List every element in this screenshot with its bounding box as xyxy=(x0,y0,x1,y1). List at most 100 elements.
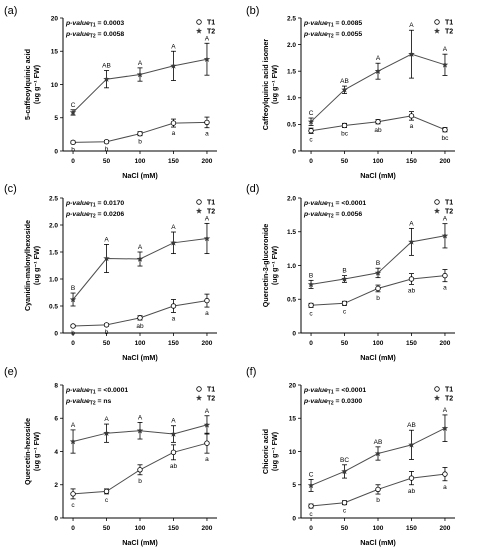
y-tick-label: 0 xyxy=(54,330,58,337)
x-tick-label: 200 xyxy=(440,340,451,347)
significance-letter-t1: bc xyxy=(442,135,450,142)
significance-letter-t1: c xyxy=(343,308,347,315)
data-point-t2 xyxy=(307,482,315,489)
significance-letter-t2: BC xyxy=(340,457,349,464)
data-point-t2 xyxy=(170,239,177,246)
y-tick-label: 0 xyxy=(54,148,58,155)
series-t1: b b b a a xyxy=(70,116,210,154)
x-tick-label: 50 xyxy=(103,525,111,532)
significance-letter-t1: b xyxy=(138,139,142,146)
data-point-t2 xyxy=(69,296,77,303)
y-tick-label: 2.0 xyxy=(287,42,296,49)
x-tick-label: 0 xyxy=(309,340,313,347)
x-tick-label: 100 xyxy=(373,158,384,165)
significance-letter-t2: A xyxy=(138,60,143,67)
series-t1: b b ab a a xyxy=(70,293,210,337)
chart-panel: (d) 0 0.5 1.0 1.5 2.0 0 50 100 150 200 NaCl (mM) Que… xyxy=(246,183,455,362)
x-axis-title: NaCl (mM) xyxy=(122,353,158,362)
legend-t2-marker xyxy=(433,27,441,34)
significance-letter-t1: a xyxy=(172,315,176,322)
data-point-t2 xyxy=(341,86,348,93)
y-tick-label: 20 xyxy=(51,15,59,22)
y-tick-label: 0 xyxy=(292,148,296,155)
y-tick-label: 6 xyxy=(54,416,58,423)
chart-panel: (b) 0 0.5 1.0 1.5 2.0 2.5 0 50 100 150 200 NaCl (mM)… xyxy=(246,5,455,180)
data-point-t2 xyxy=(341,275,348,282)
data-point-t1 xyxy=(442,471,448,477)
data-point-t1 xyxy=(137,467,143,473)
y-tick-label: 1.5 xyxy=(287,69,296,76)
p-value-t2: p-valueT2 = 0.0058 xyxy=(65,31,124,40)
significance-letter-t2: B xyxy=(342,268,346,275)
series-t2: C AB A A A xyxy=(69,35,211,116)
data-point-t1 xyxy=(442,272,448,279)
data-point-t2 xyxy=(203,235,211,242)
significance-letter-t2: AB xyxy=(102,63,111,70)
x-axis-title: NaCl (mM) xyxy=(360,538,396,547)
y-axis-unit: (ug g⁻¹ FW) xyxy=(270,245,279,285)
data-point-t2 xyxy=(408,238,415,245)
legend-t1-marker xyxy=(434,199,440,205)
p-value-t1: p-valueT1 = <0.0001 xyxy=(65,387,128,396)
x-tick-label: 200 xyxy=(202,158,213,165)
data-point-t2 xyxy=(307,281,315,288)
data-point-t1 xyxy=(408,276,415,282)
y-tick-label: 0.5 xyxy=(287,297,296,304)
y-tick-label: 8 xyxy=(54,382,58,389)
data-point-t2 xyxy=(374,450,382,457)
significance-letter-t2: C xyxy=(309,110,314,117)
x-axis-title: NaCl (mM) xyxy=(122,538,158,547)
significance-letter-t1: ab xyxy=(170,463,178,470)
y-axis-title: Quercetin-3-glucoronide xyxy=(261,224,270,307)
data-point-t1 xyxy=(170,303,177,309)
significance-letter-t1: b xyxy=(376,497,380,504)
x-tick-label: 150 xyxy=(406,525,417,532)
x-tick-label: 150 xyxy=(168,525,179,532)
significance-letter-t1: b xyxy=(105,146,109,153)
series-t1: c bc ab a bc xyxy=(308,111,450,143)
x-tick-label: 100 xyxy=(135,158,146,165)
x-tick-label: 200 xyxy=(440,158,451,165)
panel-label: (e) xyxy=(4,366,17,378)
data-point-t2 xyxy=(136,71,144,78)
series-t2: C BC AB AB A xyxy=(307,407,449,492)
y-tick-label: 5 xyxy=(292,482,296,489)
p-value-t1: p-valueT1 = 0.0085 xyxy=(303,20,362,29)
data-point-t2 xyxy=(408,50,415,57)
data-point-t1 xyxy=(103,138,110,145)
x-axis-title: NaCl (mM) xyxy=(360,171,396,180)
x-tick-label: 150 xyxy=(406,158,417,165)
significance-letter-t1: b xyxy=(71,147,75,154)
data-point-t1 xyxy=(70,323,76,329)
legend-t1-label: T1 xyxy=(445,200,453,207)
legend-t1-marker xyxy=(196,19,202,25)
x-tick-label: 0 xyxy=(71,158,75,165)
y-tick-label: 0 xyxy=(292,330,296,337)
data-point-t1 xyxy=(70,139,76,146)
significance-letter-t2: A xyxy=(138,414,143,421)
significance-letter-t2: C xyxy=(71,102,76,109)
x-axis-title: NaCl (mM) xyxy=(360,353,396,362)
legend-t2-label: T2 xyxy=(445,209,453,216)
significance-letter-t1: b xyxy=(376,295,380,302)
x-tick-label: 200 xyxy=(202,525,213,532)
y-axis-title: Quercetin-hexoside xyxy=(23,418,32,485)
data-point-t2 xyxy=(136,427,144,434)
legend-t2-marker xyxy=(195,207,203,214)
x-tick-label: 100 xyxy=(135,340,146,347)
y-axis-unit: (ug g⁻¹ FW) xyxy=(32,245,41,285)
significance-letter-t1: bc xyxy=(341,131,349,138)
significance-letter-t2: A xyxy=(409,22,414,29)
y-tick-label: 20 xyxy=(289,382,297,389)
y-tick-label: 10 xyxy=(289,449,297,456)
significance-letter-t2: A xyxy=(104,236,109,243)
p-value-t2: p-valueT2 = 0.0056 xyxy=(303,211,362,220)
significance-letter-t2: AB xyxy=(407,422,416,429)
x-tick-label: 150 xyxy=(406,340,417,347)
legend-t1-label: T1 xyxy=(207,387,215,394)
significance-letter-t2: B xyxy=(71,285,75,292)
legend-t1-marker xyxy=(196,199,202,205)
significance-letter-t2: A xyxy=(205,35,210,42)
data-point-t2 xyxy=(441,424,449,431)
